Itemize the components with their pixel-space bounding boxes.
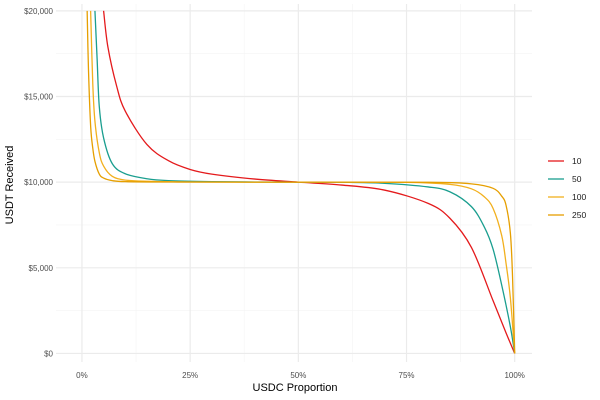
x-axis-title: USDC Proportion: [253, 382, 338, 394]
legend-label-100: 100: [572, 192, 586, 202]
x-tick-label: 25%: [182, 371, 198, 380]
series-line-10: [102, 10, 516, 354]
y-axis-ticks: $0 $5,000 $10,000 $15,000 $20,000: [24, 7, 53, 359]
y-tick-label: $5,000: [29, 264, 54, 273]
minor-gridlines: [56, 4, 532, 362]
y-tick-label: $20,000: [24, 7, 53, 16]
series-lines: [86, 10, 516, 354]
x-tick-label: 75%: [399, 371, 415, 380]
y-tick-label: $15,000: [24, 92, 53, 101]
series-line-250: [86, 10, 516, 354]
major-gridlines: [56, 4, 532, 362]
legend-label-10: 10: [572, 156, 582, 166]
x-tick-label: 50%: [290, 371, 306, 380]
legend: 10 50 100 250: [548, 156, 586, 220]
legend-label-250: 250: [572, 210, 586, 220]
y-tick-label: $0: [44, 349, 53, 358]
x-tick-label: 100%: [504, 371, 524, 380]
x-tick-label: 0%: [76, 371, 88, 380]
y-tick-label: $10,000: [24, 178, 53, 187]
y-axis-title: USDT Received: [4, 146, 16, 225]
legend-label-50: 50: [572, 174, 582, 184]
x-axis-ticks: 0% 25% 50% 75% 100%: [76, 371, 525, 380]
